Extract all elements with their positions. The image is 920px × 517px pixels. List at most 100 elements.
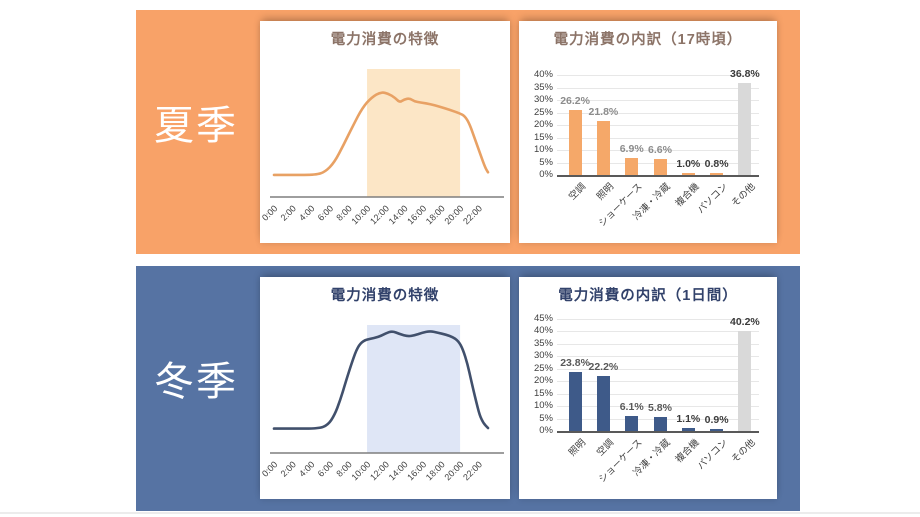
gridline [557, 87, 759, 89]
y-axis-label: 35% [533, 81, 553, 93]
value-label: 40.2% [730, 315, 760, 328]
summer-bar-chart-card: 0% 5% 10% 15% 20% 25% 30% 35% 40% 26.2% 空調 21.8% 照明 6… [519, 21, 777, 243]
summer-season-label: 夏季 [154, 104, 238, 148]
x-tick-label: 18:00 [424, 459, 447, 482]
y-axis-label: 5% [539, 412, 553, 424]
gridline [557, 318, 759, 320]
value-label: 6.1% [619, 400, 644, 413]
winter-bar-chart: 0% 5% 10% 15% 20% 25% 30% 35% 40% 45% 23.8% 照明 22.2%… [519, 277, 777, 499]
x-tick-label: 6:00 [316, 203, 335, 222]
gridline [557, 137, 759, 139]
value-label: 26.2% [560, 94, 590, 107]
winter-line-chart: 0:00 2:00 4:00 6:00 8:00 10:00 12:00 14:00 16:00… [260, 277, 510, 499]
daytime-highlight-band [367, 69, 461, 197]
x-tick-label: 14:00 [387, 459, 410, 482]
bar-空調 [596, 375, 610, 431]
y-axis-label: 45% [533, 312, 553, 324]
gridline [557, 381, 759, 382]
x-tick-label: 0:00 [260, 459, 279, 478]
x-tick-label: 2:00 [279, 203, 298, 222]
x-tick-label: 6:00 [316, 459, 335, 478]
summer-line-chart-card: 0:00 2:00 4:00 6:00 8:00 10:00 12:00 14:00 16:00… [260, 21, 510, 243]
y-axis-label: 35% [533, 337, 553, 349]
y-axis-label: 15% [533, 387, 553, 399]
x-tick-label: 16:00 [405, 459, 428, 482]
y-axis-label: 0% [539, 425, 553, 436]
x-tick-label: 20:00 [442, 203, 465, 226]
summer-section: 夏季 0:00 2:00 4:00 6:00 8:00 10:00 12:00 14:00 16… [136, 10, 800, 254]
consumption-curve [272, 330, 490, 430]
bar-複合機 [681, 172, 695, 175]
summer-bar-chart: 0% 5% 10% 15% 20% 25% 30% 35% 40% 26.2% 空調 21.8% 照明 6… [519, 21, 777, 243]
gridline [557, 393, 759, 395]
x-tick-label: 12:00 [368, 203, 391, 226]
y-axis-label: 10% [533, 144, 553, 155]
y-axis-label: 10% [533, 400, 553, 411]
category-label: 空調 [595, 437, 617, 459]
x-tick-label: 10:00 [349, 203, 372, 226]
y-axis-label: 25% [533, 362, 553, 374]
winter-bar-chart-title: 電力消費の内訳（1日間） [558, 288, 738, 304]
bar-その他 [738, 83, 752, 175]
x-tick-label: 12:00 [368, 459, 391, 482]
bottom-edge-line [0, 512, 920, 514]
value-label: 1.0% [676, 157, 701, 170]
bar-空調 [568, 109, 582, 175]
gridline [557, 100, 759, 101]
y-axis-label: 20% [533, 375, 553, 386]
value-label: 6.9% [619, 142, 644, 155]
gridline [557, 75, 759, 76]
winter-line-chart-title: 電力消費の特徴 [330, 288, 440, 304]
x-tick-label: 14:00 [387, 203, 410, 226]
x-axis-line [557, 431, 759, 433]
value-label: 1.1% [676, 413, 701, 426]
category-label: 照明 [566, 437, 589, 459]
y-axis-label: 30% [533, 350, 553, 361]
winter-line-chart-card: 0:00 2:00 4:00 6:00 8:00 10:00 12:00 14:00 16:00… [260, 277, 510, 499]
x-tick-label: 18:00 [424, 203, 447, 226]
bar-パソコン [710, 173, 724, 175]
x-tick-label: 22:00 [461, 203, 484, 226]
x-tick-label: 10:00 [349, 459, 372, 482]
x-axis-line [557, 175, 759, 177]
line-chart-svg: 0:00 2:00 4:00 6:00 8:0010:0012:0014:0016:00… [260, 325, 504, 482]
x-tick-label: 0:00 [260, 203, 279, 222]
gridline [557, 125, 759, 126]
y-axis-label: 40% [533, 69, 553, 80]
x-tick-label: 4:00 [297, 459, 316, 478]
summer-line-chart-title: 電力消費の特徴 [330, 32, 440, 48]
gridline [557, 368, 759, 370]
category-label: 空調 [566, 181, 589, 203]
summer-line-chart: 0:00 2:00 4:00 6:00 8:00 10:00 12:00 14:00 16:00… [260, 21, 510, 243]
y-axis-label: 5% [539, 156, 553, 168]
category-label: その他 [730, 437, 758, 466]
x-tick-label: 2:00 [279, 459, 298, 478]
gridline [557, 356, 759, 357]
value-label: 21.8% [588, 105, 619, 118]
daytime-highlight-band [367, 325, 461, 453]
y-axis-label: 30% [533, 94, 553, 105]
x-tick-label: 22:00 [461, 459, 484, 482]
value-label: 22.2% [588, 360, 619, 373]
bar-ショーケース [625, 157, 639, 176]
gridline [557, 150, 759, 151]
y-axis-label: 15% [533, 131, 553, 143]
line-chart-svg: 0:00 2:00 4:00 6:00 8:0010:0012:0014:0016:00… [260, 69, 504, 226]
y-axis-label: 40% [533, 325, 553, 336]
x-tick-label: 16:00 [405, 203, 428, 226]
summer-bar-chart-title: 電力消費の内訳（17時頃） [553, 32, 743, 48]
bar-複合機 [681, 428, 695, 432]
value-label: 0.9% [704, 413, 729, 426]
y-axis-label: 20% [533, 119, 553, 130]
bar-パソコン [710, 428, 724, 432]
value-label: 0.8% [704, 158, 729, 170]
category-label: その他 [730, 181, 758, 210]
bar-冷凍・冷蔵 [653, 416, 667, 431]
category-label: 照明 [595, 181, 617, 203]
gridline [557, 343, 759, 345]
value-label: 6.6% [648, 143, 672, 156]
winter-season-label: 冬季 [154, 360, 238, 404]
winter-section: 冬季 0:00 2:00 4:00 6:00 8:00 10:00 12:00 14:00 16… [136, 266, 800, 511]
y-axis-label: 0% [539, 169, 553, 180]
gridline [557, 406, 759, 407]
